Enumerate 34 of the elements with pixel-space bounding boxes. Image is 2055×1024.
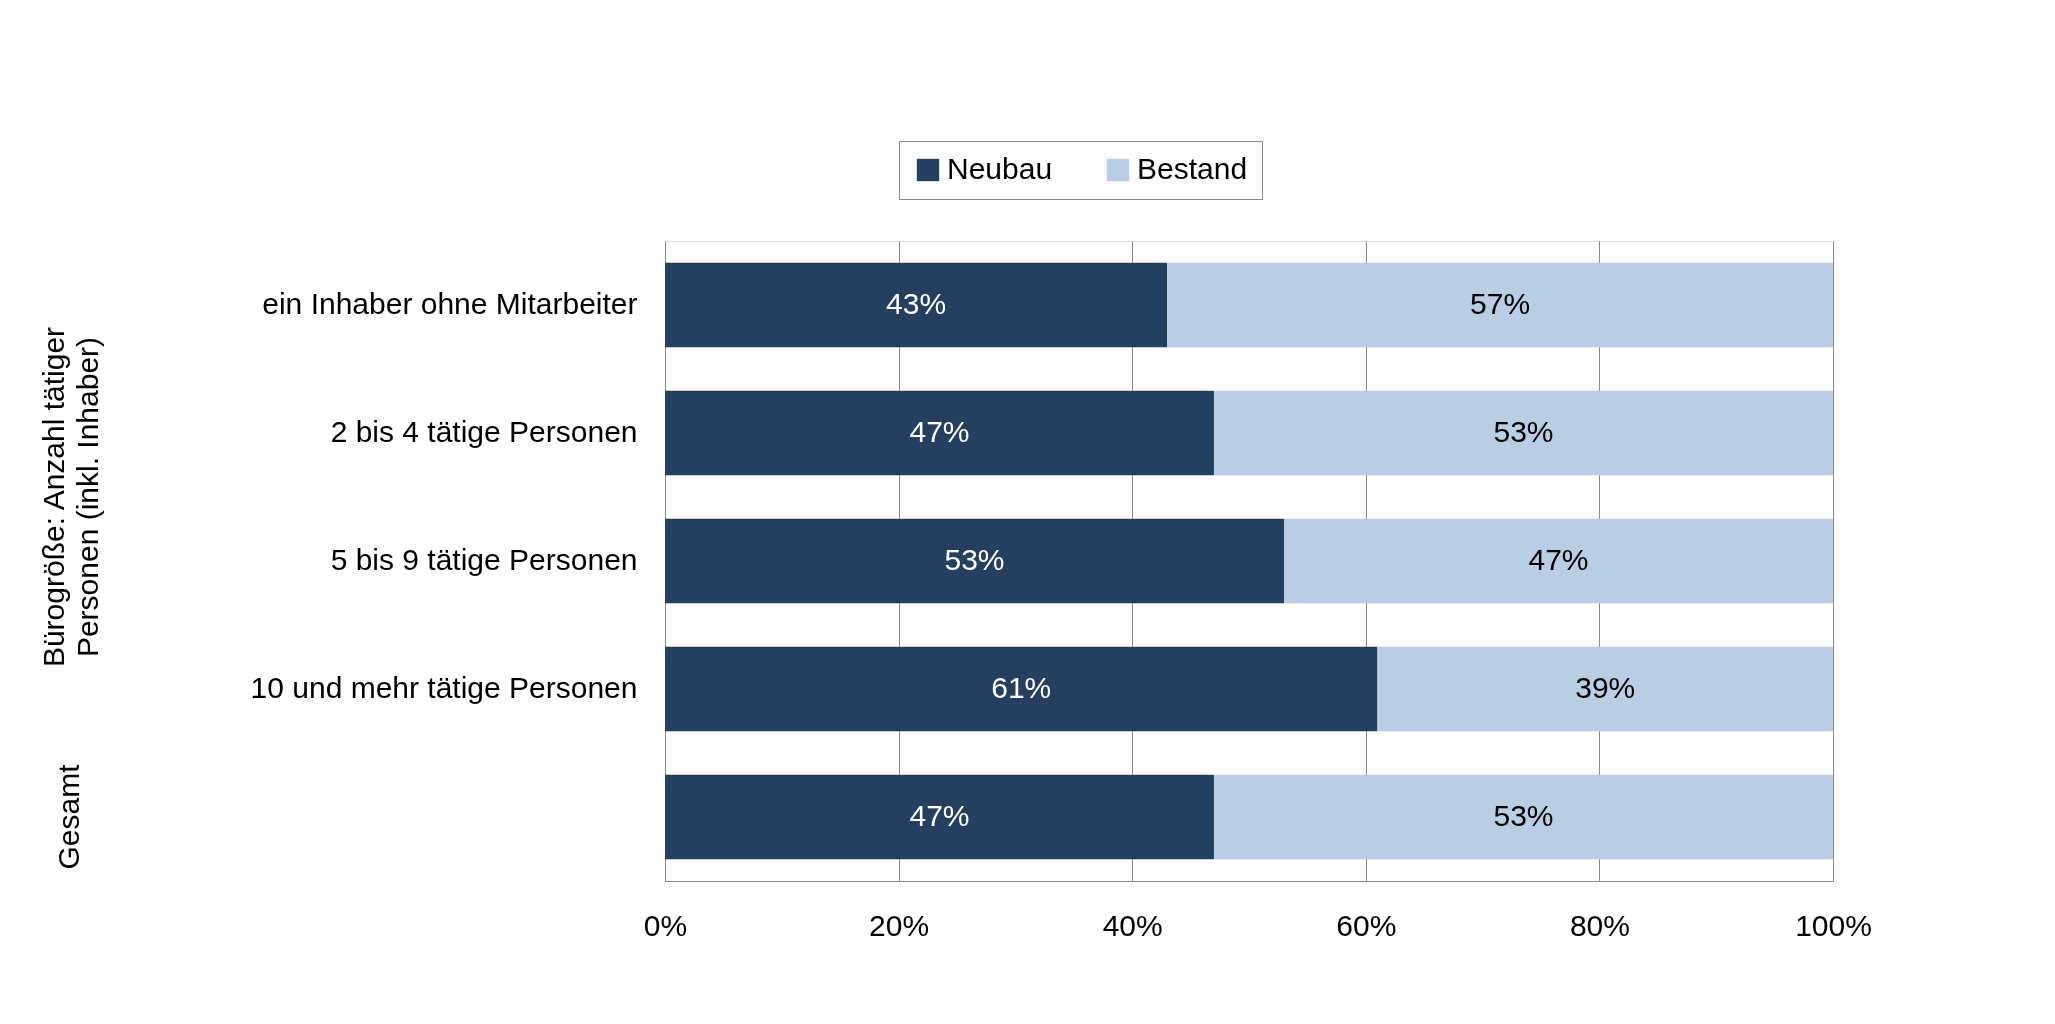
- bar: [1377, 646, 1833, 732]
- legend-label: Neubau: [947, 152, 1053, 185]
- x-tick-label: 40%: [1102, 908, 1163, 942]
- data-label: 53%: [1493, 415, 1554, 448]
- data-label: 47%: [1528, 543, 1589, 576]
- y-tick-label: 5 bis 9 tätige Personen: [330, 543, 638, 576]
- y-tick-label: 10 und mehr tätige Personen: [250, 671, 638, 704]
- x-tick-label: 0%: [643, 908, 688, 942]
- bar: [1167, 262, 1833, 348]
- y-tick-label: ein Inhaber ohne Mitarbeiter: [262, 287, 638, 320]
- text: Bürogröße: Anzahl tätiger Personen (inkl. Inhaber): [37, 326, 104, 668]
- data-label: 43%: [886, 287, 947, 320]
- bar: [665, 774, 1214, 860]
- data-label: 53%: [944, 543, 1005, 576]
- data-label: 47%: [909, 415, 970, 448]
- bar: [1213, 774, 1833, 860]
- y-tick-label: 2 bis 4 tätige Personen: [330, 415, 638, 448]
- data-label: 53%: [1493, 799, 1554, 832]
- data-label: 57%: [1470, 287, 1531, 320]
- legend-label: Bestand: [1137, 152, 1248, 185]
- bar: [665, 646, 1378, 732]
- data-label: 39%: [1575, 671, 1636, 704]
- text: Gesamt: [52, 763, 85, 870]
- bar: [1213, 390, 1833, 476]
- data-label: 47%: [909, 799, 970, 832]
- bar: [665, 518, 1285, 604]
- bar: [665, 262, 1168, 348]
- bar: [665, 390, 1214, 476]
- x-tick-label: 20%: [869, 908, 930, 942]
- x-tick-label: 80%: [1569, 908, 1630, 942]
- x-tick-label: 100%: [1795, 908, 1872, 942]
- bar: [1284, 518, 1833, 604]
- x-tick-label: 60%: [1336, 908, 1397, 942]
- data-label: 61%: [991, 671, 1052, 704]
